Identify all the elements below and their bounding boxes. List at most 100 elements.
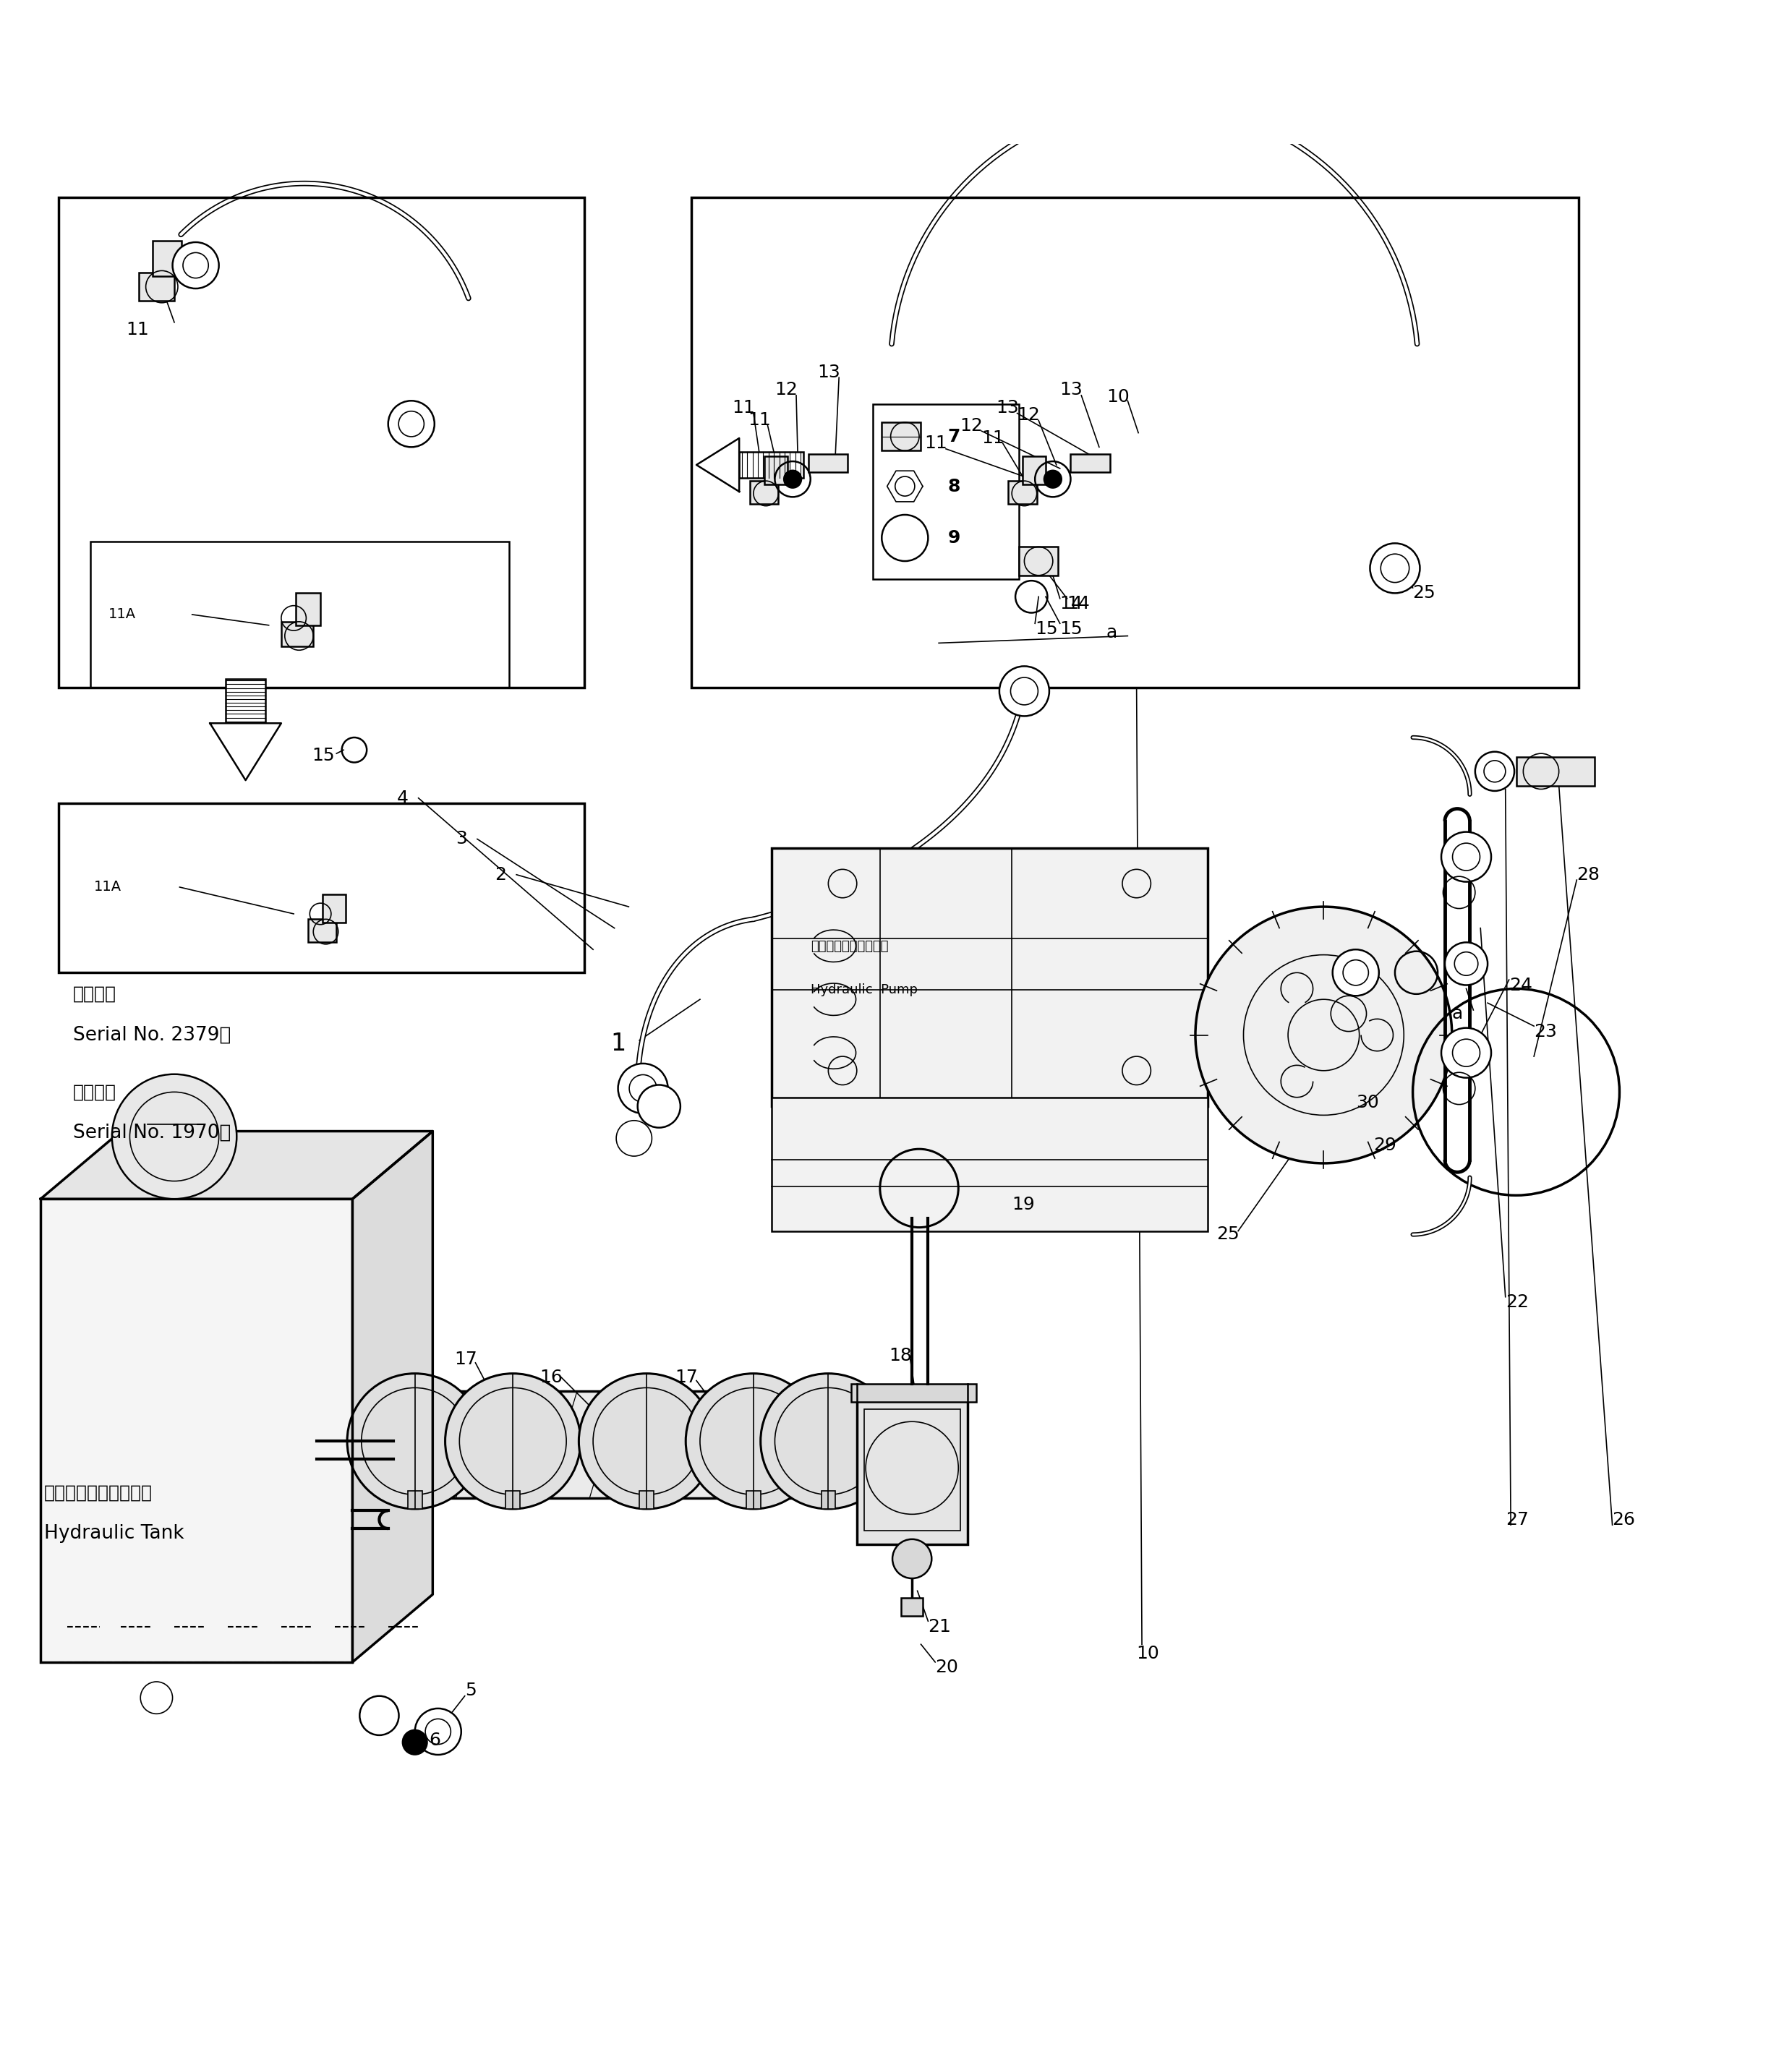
Circle shape: [1045, 470, 1061, 489]
Text: 13: 13: [817, 364, 840, 381]
Text: 23: 23: [1534, 1023, 1557, 1039]
Circle shape: [444, 1374, 581, 1509]
Circle shape: [348, 1374, 482, 1509]
Circle shape: [892, 1540, 932, 1579]
Text: 11: 11: [925, 435, 948, 451]
Text: 11: 11: [733, 400, 754, 416]
Text: ハイドロリックポンプ: ハイドロリックポンプ: [810, 940, 889, 952]
Bar: [749, 480, 778, 505]
Circle shape: [389, 402, 434, 447]
Text: 4: 4: [398, 789, 409, 807]
Text: 30: 30: [1357, 1095, 1378, 1112]
Bar: [296, 594, 321, 625]
Polygon shape: [697, 439, 738, 491]
Text: 適用号機: 適用号機: [73, 985, 116, 1002]
Circle shape: [760, 1374, 896, 1509]
Text: 20: 20: [935, 1658, 959, 1677]
Bar: [640, 1490, 654, 1509]
Circle shape: [579, 1374, 715, 1509]
Polygon shape: [210, 722, 281, 780]
Text: 14: 14: [1066, 596, 1090, 613]
Polygon shape: [41, 1130, 432, 1199]
Bar: [59, 803, 584, 973]
Bar: [771, 849, 1208, 1105]
Text: 11: 11: [982, 428, 1005, 447]
Circle shape: [1475, 751, 1514, 791]
Text: 11A: 11A: [108, 609, 136, 621]
Circle shape: [1441, 832, 1491, 882]
Text: 28: 28: [1577, 865, 1600, 884]
Bar: [152, 240, 181, 275]
Bar: [1070, 453, 1109, 472]
Polygon shape: [887, 470, 923, 501]
Text: 7: 7: [948, 428, 961, 445]
Text: 24: 24: [1509, 977, 1532, 994]
Text: 11A: 11A: [95, 880, 122, 894]
Text: 9: 9: [948, 530, 961, 546]
Circle shape: [403, 1731, 426, 1755]
Text: 13: 13: [1059, 381, 1082, 400]
Text: Serial No. 1970～: Serial No. 1970～: [73, 1124, 231, 1143]
Circle shape: [686, 1374, 821, 1509]
Text: 8: 8: [948, 478, 961, 495]
Bar: [901, 1598, 923, 1617]
Bar: [394, 1391, 892, 1499]
Bar: [323, 894, 346, 923]
Bar: [857, 1393, 968, 1544]
Bar: [851, 1385, 977, 1401]
Text: 25: 25: [1412, 584, 1435, 602]
Circle shape: [416, 1708, 461, 1755]
Circle shape: [172, 242, 219, 288]
Circle shape: [1444, 942, 1487, 985]
Bar: [1020, 546, 1057, 575]
Text: 21: 21: [928, 1619, 952, 1635]
Text: 17: 17: [453, 1350, 477, 1368]
Text: 6: 6: [428, 1733, 441, 1749]
Text: 12: 12: [1018, 406, 1039, 424]
Text: 適用号機: 適用号機: [73, 1083, 116, 1101]
Text: ハイドロリックタンク: ハイドロリックタンク: [45, 1484, 152, 1501]
Bar: [226, 679, 265, 722]
Bar: [409, 1490, 421, 1509]
Text: 27: 27: [1505, 1511, 1529, 1528]
Bar: [308, 919, 337, 942]
Text: 12: 12: [961, 416, 984, 435]
Bar: [692, 197, 1579, 687]
Text: 10: 10: [1136, 1644, 1159, 1662]
Text: 17: 17: [676, 1368, 699, 1385]
Polygon shape: [353, 1130, 432, 1662]
Bar: [745, 1490, 760, 1509]
Circle shape: [1333, 950, 1378, 996]
Text: 12: 12: [774, 381, 797, 400]
Text: Hydraulic  Pump: Hydraulic Pump: [810, 983, 918, 996]
Bar: [821, 1490, 835, 1509]
Text: 5: 5: [464, 1683, 477, 1699]
Bar: [873, 404, 1020, 580]
Bar: [41, 1199, 353, 1662]
Text: a: a: [1452, 1004, 1462, 1023]
Bar: [138, 273, 174, 300]
Circle shape: [1000, 667, 1050, 716]
Text: 18: 18: [889, 1348, 912, 1364]
Bar: [864, 1410, 961, 1530]
Bar: [738, 451, 803, 478]
Circle shape: [1195, 907, 1452, 1163]
Text: a: a: [1106, 623, 1116, 642]
Text: 15: 15: [1059, 621, 1082, 638]
Text: Hydraulic Tank: Hydraulic Tank: [45, 1524, 185, 1544]
Text: 11: 11: [747, 412, 771, 428]
Text: Serial No. 2379～: Serial No. 2379～: [73, 1025, 231, 1045]
Bar: [59, 197, 584, 687]
Bar: [808, 453, 848, 472]
Text: 14: 14: [1059, 596, 1082, 613]
Text: 19: 19: [1012, 1196, 1034, 1213]
Bar: [505, 1490, 520, 1509]
Circle shape: [1441, 1029, 1491, 1078]
Text: 15: 15: [312, 747, 335, 764]
Text: 3: 3: [455, 830, 468, 849]
Text: 22: 22: [1505, 1294, 1529, 1310]
Bar: [771, 1097, 1208, 1232]
Circle shape: [111, 1074, 237, 1199]
Bar: [91, 542, 509, 687]
Bar: [1009, 480, 1038, 505]
